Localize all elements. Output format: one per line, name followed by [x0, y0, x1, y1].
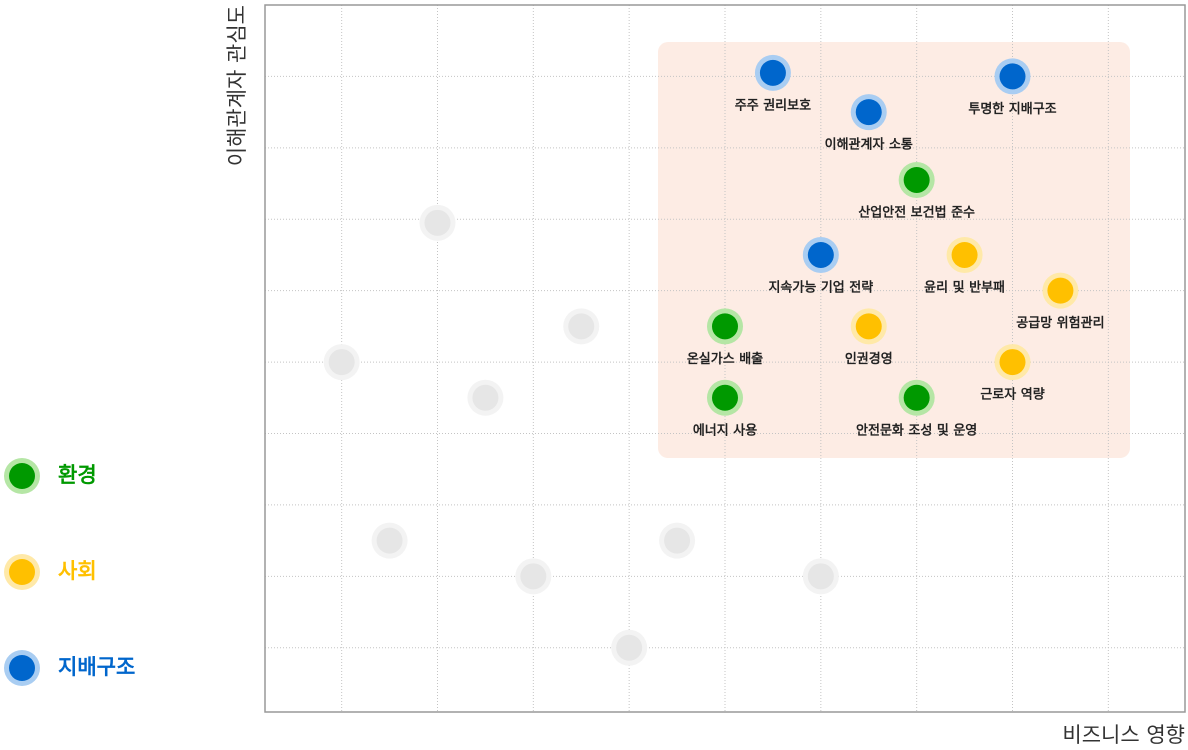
- plot-frame: [264, 4, 1186, 713]
- point-dot: [999, 349, 1026, 376]
- point: [707, 308, 743, 345]
- point-label: 지속가능 기업 전략: [768, 279, 873, 295]
- point: [707, 379, 743, 416]
- point-dot: [376, 527, 403, 554]
- point-dot: [807, 563, 834, 590]
- point-label: 이해관계자 소통: [825, 137, 913, 153]
- point: [467, 379, 504, 416]
- point: [898, 379, 935, 416]
- point: [419, 204, 456, 241]
- point-dot: [616, 634, 643, 661]
- legend-label: 환경: [58, 463, 97, 487]
- point-dot: [759, 59, 786, 86]
- point: [1042, 272, 1079, 309]
- point-label: 산업안전 보건법 준수: [858, 204, 975, 220]
- point-label: 인권경영: [845, 351, 893, 367]
- point-dot: [951, 241, 978, 268]
- y-axis-label: 이해관계자 관심도: [225, 5, 249, 166]
- point-dot: [855, 99, 882, 126]
- legend-dot: [9, 463, 35, 489]
- point: [659, 522, 696, 559]
- point: [323, 344, 360, 381]
- point-dot: [807, 241, 834, 268]
- point-label: 근로자 역량: [980, 387, 1044, 403]
- point-dot: [903, 384, 930, 411]
- point: [898, 161, 935, 198]
- point: [563, 308, 600, 345]
- point: [611, 629, 648, 666]
- point-label: 투명한 지배구조: [968, 101, 1056, 117]
- point: [802, 558, 839, 595]
- point: [850, 94, 887, 131]
- legend-label: 사회: [58, 559, 97, 583]
- point-label: 윤리 및 반부패: [924, 279, 1005, 295]
- point-dot: [424, 209, 451, 236]
- point-dot: [472, 384, 499, 411]
- point: [850, 308, 887, 345]
- point-dot: [568, 313, 595, 340]
- point: [802, 236, 839, 273]
- legend-label: 지배구조: [58, 655, 135, 679]
- point: [946, 236, 983, 273]
- point-dot: [999, 63, 1026, 90]
- point: [371, 522, 408, 559]
- point-label: 온실가스 배출: [687, 351, 763, 367]
- point-dot: [855, 313, 882, 340]
- point: [515, 558, 552, 595]
- point-dot: [712, 384, 738, 411]
- point-label: 안전문화 조성 및 운영: [856, 422, 977, 438]
- point-label: 공급망 위험관리: [1016, 315, 1104, 331]
- x-axis-label: 비즈니스 영향: [1062, 723, 1185, 747]
- point-dot: [1047, 277, 1074, 304]
- point-dot: [903, 166, 930, 193]
- point-dot: [520, 563, 547, 590]
- point-label: 에너지 사용: [693, 422, 757, 438]
- legend-dot: [9, 655, 35, 681]
- point: [994, 58, 1031, 95]
- point-label: 주주 권리보호: [735, 97, 811, 113]
- point: [754, 54, 791, 91]
- point-dot: [664, 527, 691, 554]
- point: [994, 344, 1031, 381]
- point-dot: [328, 349, 355, 376]
- point-dot: [712, 313, 738, 340]
- legend-dot: [9, 559, 35, 585]
